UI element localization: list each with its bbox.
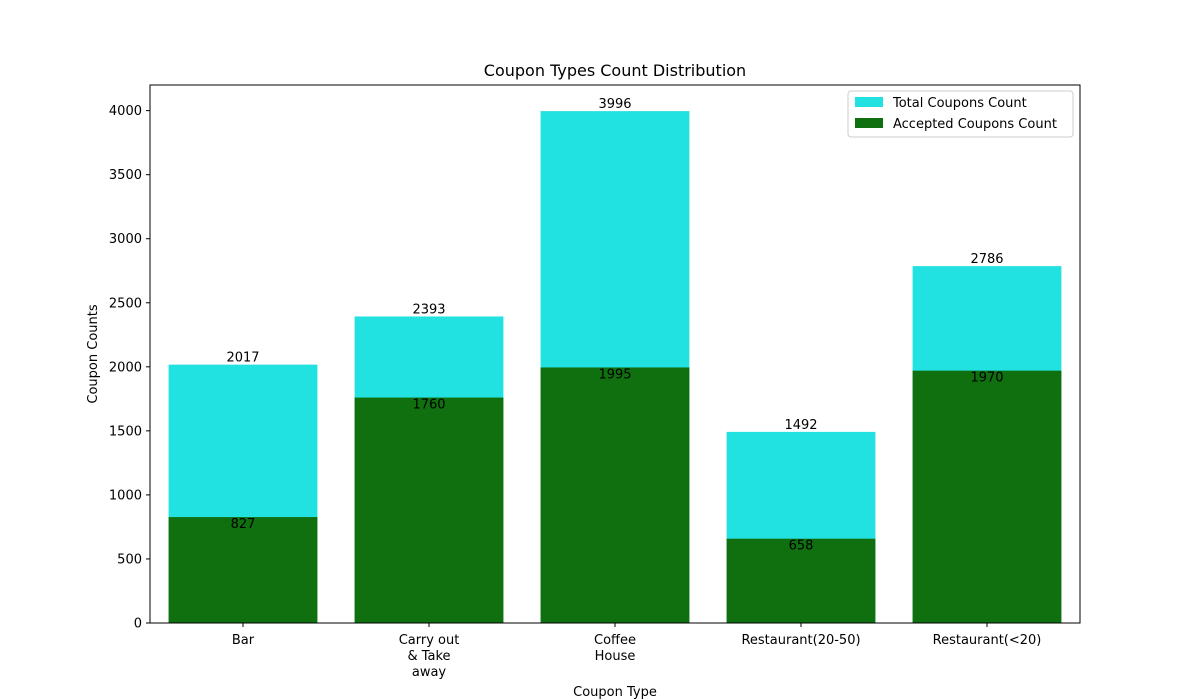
data-label-accepted: 1995 [598, 367, 631, 382]
bar-accepted [354, 397, 504, 623]
data-label-total: 3996 [598, 97, 631, 112]
y-tick-label: 500 [117, 552, 142, 567]
data-label-accepted: 658 [789, 539, 814, 554]
x-tick-label-line: & Take [407, 649, 450, 664]
data-label-total: 2017 [226, 351, 259, 366]
bar-accepted [540, 367, 690, 623]
y-tick-label: 1500 [109, 424, 142, 439]
x-axis-label: Coupon Type [573, 685, 657, 700]
legend: Total Coupons Count Accepted Coupons Coun… [847, 90, 1074, 138]
bar-accepted [912, 370, 1062, 623]
data-label-total: 1492 [784, 418, 817, 433]
x-tick-label: Restaurant(20-50) [741, 633, 860, 648]
y-axis-label: Coupon Counts [86, 304, 101, 403]
y-tick-label: 1000 [109, 488, 142, 503]
bar-accepted [168, 517, 318, 623]
legend-swatch [855, 97, 883, 107]
data-label-total: 2786 [970, 252, 1003, 267]
y-tick-label: 2500 [109, 296, 142, 311]
y-tick-label: 3500 [109, 168, 142, 183]
y-tick-label: 2000 [109, 360, 142, 375]
x-tick-label: Bar [232, 633, 255, 648]
x-tick-label-line: Restaurant(<20) [933, 633, 1042, 648]
y-tick-label: 0 [134, 617, 142, 632]
plot-frame [149, 84, 1081, 624]
x-tick-label: Coffee House [594, 633, 636, 664]
bar-accepted [726, 538, 876, 623]
x-tick-label-line: House [595, 649, 636, 664]
legend-label: Accepted Coupons Count [893, 117, 1057, 132]
legend-swatch [855, 118, 883, 128]
data-label-accepted: 827 [231, 517, 256, 532]
x-tick-label: Carry out & Take away [399, 633, 460, 680]
y-axis: 0 500 1000 1500 2000 2500 3000 3500 4000 [109, 104, 150, 632]
y-tick-label: 3000 [109, 232, 142, 247]
data-label-accepted: 1970 [970, 371, 1003, 386]
x-tick-label-line: Bar [232, 633, 255, 648]
legend-frame [847, 90, 1074, 138]
data-label-total: 2393 [412, 302, 445, 317]
legend-label: Total Coupons Count [892, 96, 1027, 111]
x-tick-label-line: Restaurant(20-50) [741, 633, 860, 648]
bars-layer [168, 111, 1062, 623]
x-tick-label-line: Carry out [399, 633, 460, 648]
data-label-accepted: 1760 [412, 398, 445, 413]
x-tick-label-line: away [412, 665, 447, 680]
y-tick-label: 4000 [109, 104, 142, 119]
x-axis: Bar Carry out & Take away Coffee House Restaur… [232, 623, 1041, 680]
x-tick-label-line: Coffee [594, 633, 636, 648]
chart-title: Coupon Types Count Distribution [484, 61, 746, 80]
x-tick-label: Restaurant(<20) [933, 633, 1042, 648]
value-labels-layer: 2017 2393 3996 1492 2786 827 1760 1995 658 1970 [226, 97, 1003, 554]
